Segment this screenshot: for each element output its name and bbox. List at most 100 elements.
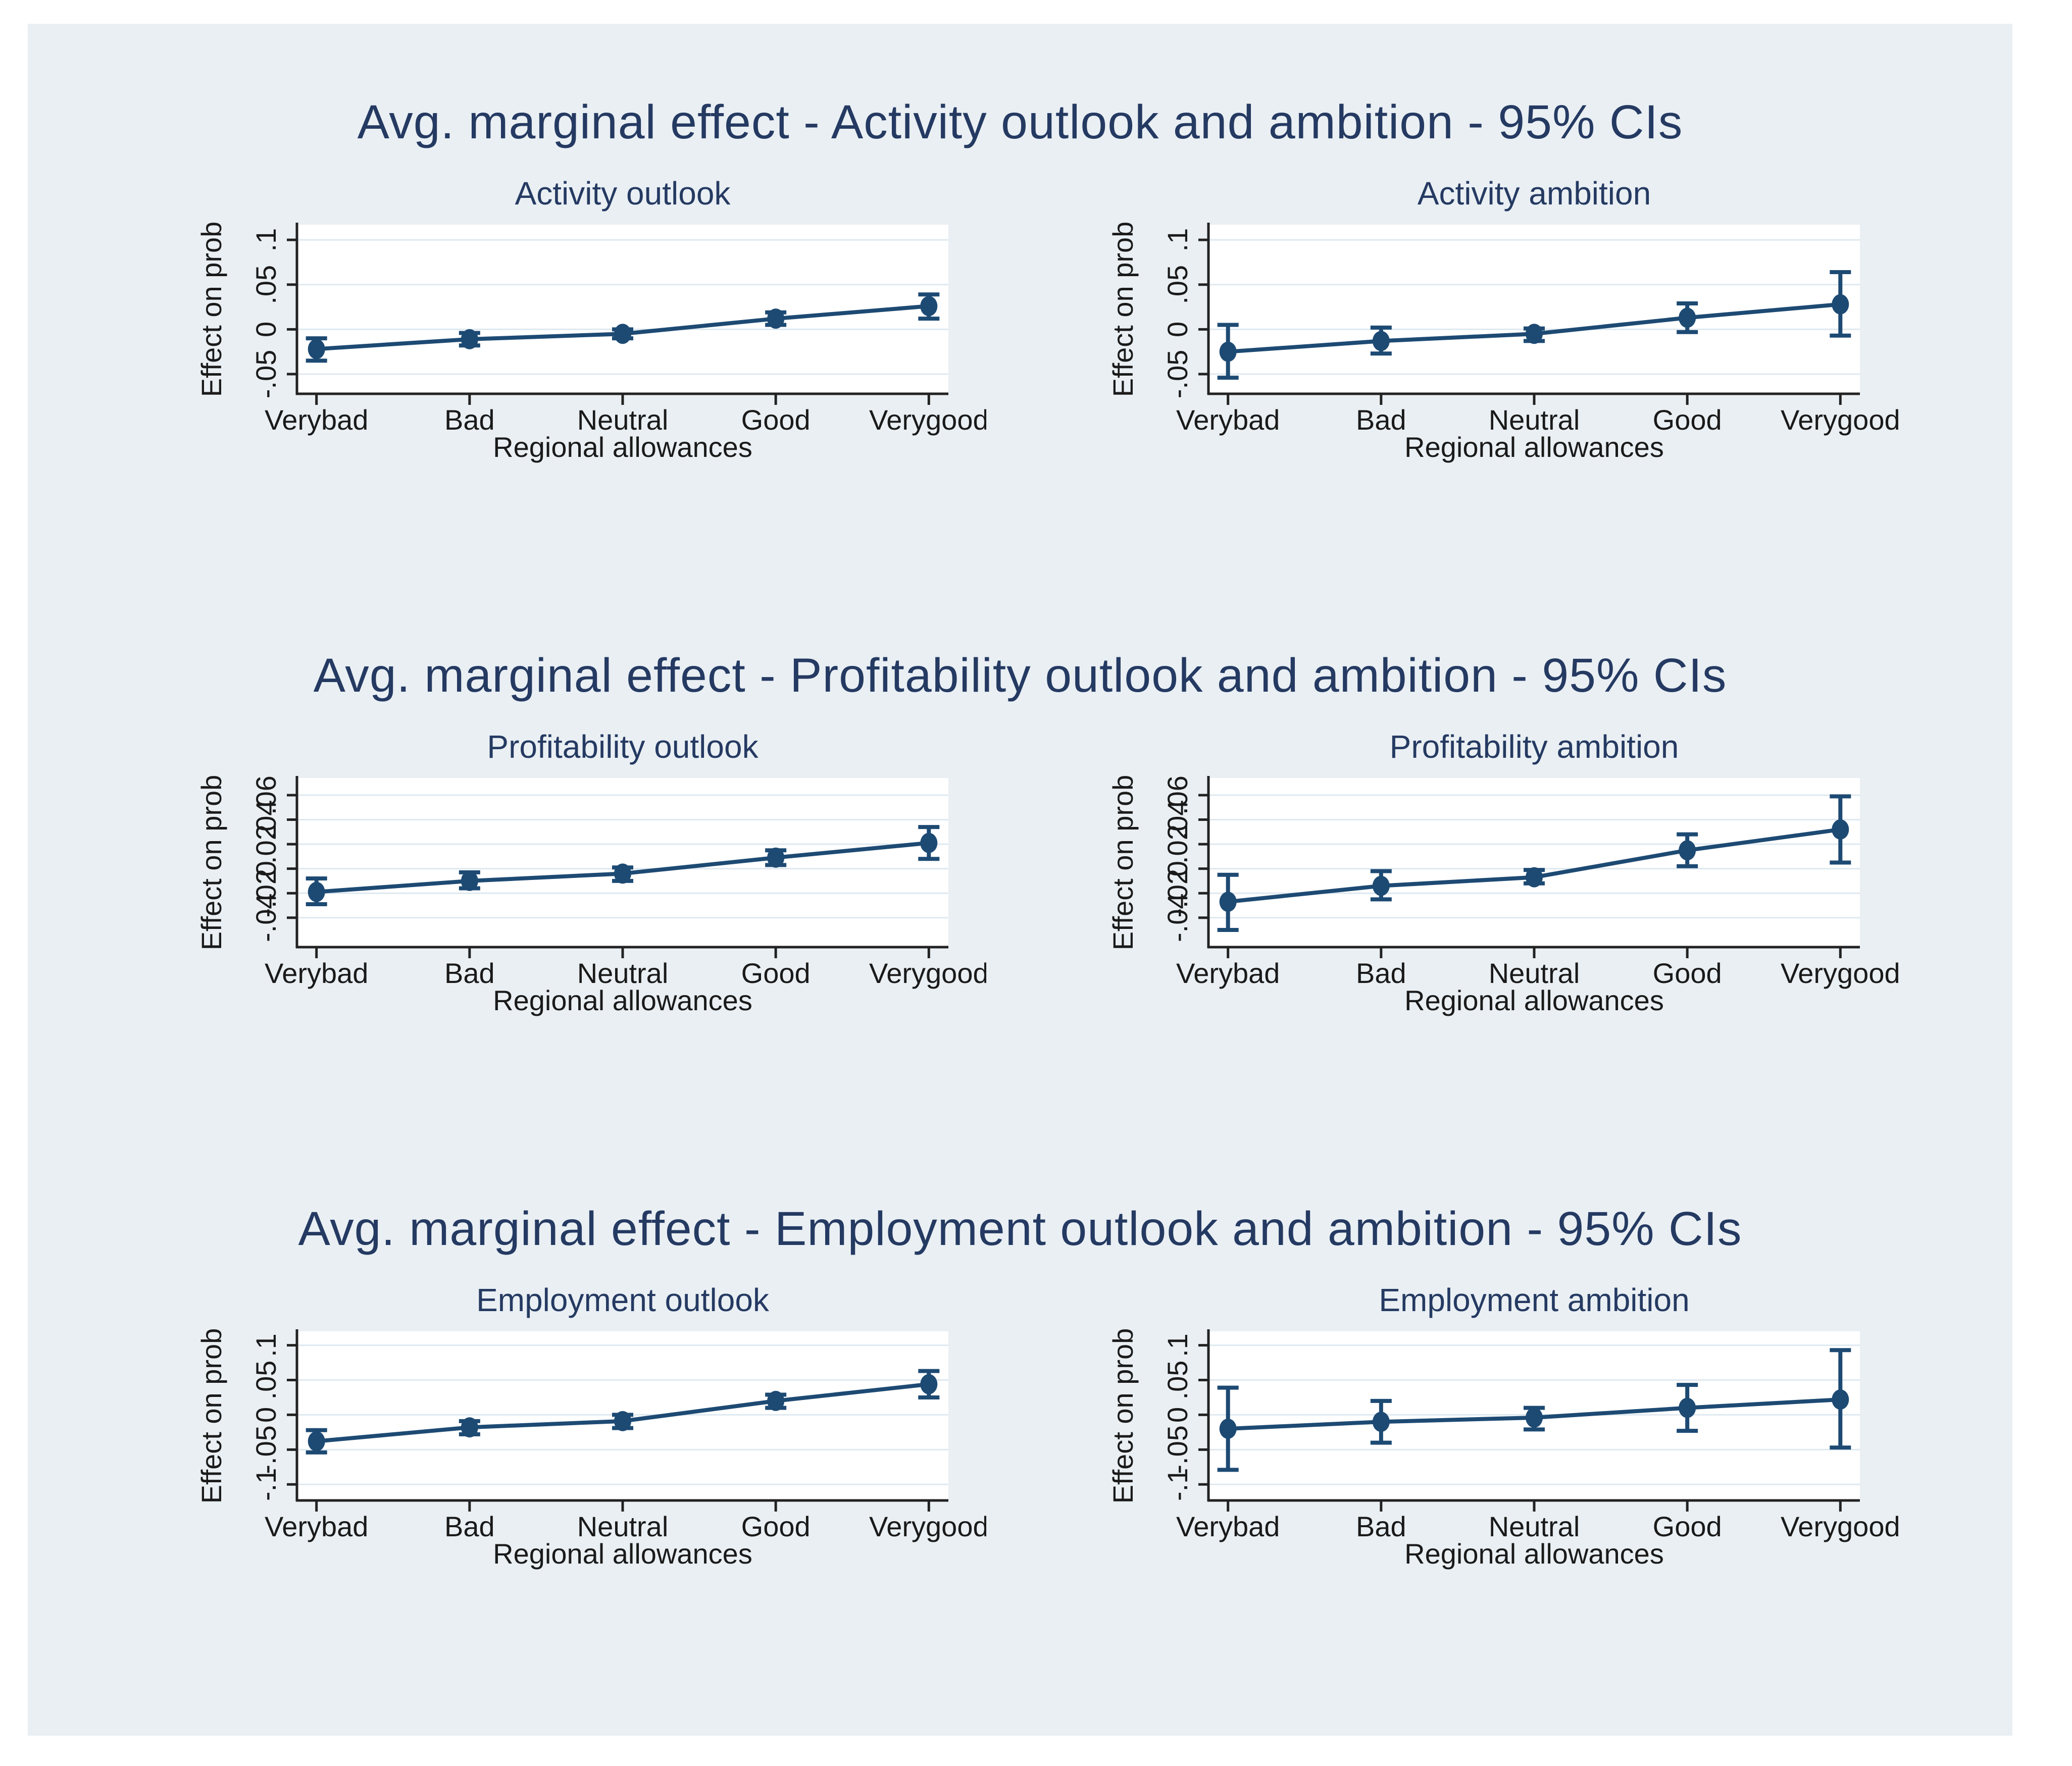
x-category-label: Verybad (264, 1511, 368, 1542)
data-point (614, 863, 631, 884)
data-point (614, 1411, 631, 1431)
data-point (767, 308, 784, 329)
data-point (1372, 1412, 1390, 1432)
y-tick-label: .06 (250, 775, 282, 815)
x-category-label: Verygood (869, 404, 986, 436)
x-category-label: Verygood (1780, 1511, 1900, 1542)
y-tick-label: -.05 (250, 1425, 282, 1474)
y-tick-label: -.04 (250, 893, 282, 942)
data-point (1831, 1389, 1849, 1410)
x-axis-title: Regional allowances (493, 431, 752, 463)
chart-activity-ambition: -.05 0 .05 .1 Verybad Bad Neutral Good Verygood E… (1107, 175, 1900, 463)
data-point (1372, 331, 1390, 351)
y-tick-label: .05 (250, 265, 282, 304)
x-category-label: Verybad (1176, 1511, 1280, 1542)
data-point (308, 1431, 325, 1451)
section-title: Avg. marginal effect - Profitability out… (313, 649, 1727, 702)
y-tick-label: .06 (1161, 775, 1193, 815)
x-axis-title: Regional allowances (1404, 431, 1664, 463)
x-category-label: Bad (1356, 404, 1406, 436)
y-tick-label: .04 (1161, 800, 1193, 840)
data-point (767, 1390, 784, 1411)
y-tick-label: -.1 (250, 1468, 282, 1501)
y-axis-title: Effect on prob (195, 222, 227, 397)
x-category-label: Verybad (1176, 957, 1280, 989)
data-point (1525, 1407, 1543, 1428)
y-tick-label: .05 (1161, 265, 1193, 304)
subplot-title: Employment outlook (476, 1282, 770, 1318)
chart-activity-outlook: -.05 0 .05 .1 Verybad Bad Neutral Good Verygood E… (195, 175, 986, 463)
y-axis-title: Effect on prob (195, 1328, 227, 1504)
y-tick-label: .02 (1161, 824, 1193, 864)
y-tick-label: 0 (1161, 861, 1193, 876)
y-tick-label: .1 (250, 228, 282, 252)
charts-row: -.04 -.02 0.02.04.06 Verybad Bad Neutral Good V… (28, 721, 2012, 1034)
data-point (308, 339, 325, 359)
y-tick-label: 0 (250, 1407, 282, 1423)
y-tick-label: .1 (250, 1333, 282, 1357)
x-axis-title: Regional allowances (1404, 1538, 1664, 1570)
y-axis-title: Effect on prob (195, 775, 227, 951)
x-category-label: Neutral (1488, 1511, 1580, 1542)
data-point (1525, 867, 1543, 888)
data-point (1525, 324, 1543, 344)
data-point (308, 881, 325, 902)
x-category-label: Neutral (577, 1511, 668, 1542)
data-point (1678, 840, 1696, 861)
data-point (1219, 1419, 1237, 1439)
x-axis-title: Regional allowances (1404, 984, 1664, 1016)
y-tick-label: -.1 (1161, 1468, 1193, 1501)
y-tick-label: .1 (1161, 1333, 1193, 1357)
y-tick-label: -.02 (250, 869, 282, 918)
x-category-label: Good (1652, 404, 1722, 436)
chart-employment-outlook: -.1-.05 0 .05 .1 Verybad Bad Neutral Good Verygo… (195, 1282, 986, 1570)
section-employment: Avg. marginal effect - Employment outloo… (28, 1034, 2012, 1588)
data-point (767, 847, 784, 868)
data-point (1831, 294, 1849, 315)
data-point (461, 870, 478, 891)
y-tick-label: -.04 (1161, 893, 1193, 942)
y-tick-label: 0 (1161, 322, 1193, 337)
y-axis-title: Effect on prob (1107, 1328, 1139, 1504)
x-category-label: Neutral (577, 957, 668, 989)
x-category-label: Good (1652, 1511, 1722, 1542)
x-category-label: Neutral (1488, 957, 1580, 989)
data-point (920, 833, 937, 853)
data-point (1831, 819, 1849, 840)
y-tick-label: .1 (1161, 228, 1193, 252)
x-category-label: Good (741, 1511, 810, 1542)
figure-panel: Avg. marginal effect - Activity outlook … (28, 24, 2012, 1736)
x-category-label: Good (741, 957, 810, 989)
y-tick-label: 0 (1161, 1407, 1193, 1423)
x-category-label: Verybad (264, 404, 368, 436)
subplot-title: Activity ambition (1417, 175, 1650, 212)
subplot-title: Activity outlook (515, 175, 731, 212)
y-axis-title: Effect on prob (1107, 775, 1139, 951)
data-point (1219, 892, 1237, 912)
chart-profitability-ambition: -.04-.020.02.04.06 Verybad Bad Neutral Good V… (1107, 729, 1900, 1016)
y-tick-label: .05 (1161, 1361, 1193, 1400)
subplot-title: Profitability outlook (487, 729, 759, 765)
x-category-label: Neutral (577, 404, 668, 436)
subplot-title: Profitability ambition (1389, 729, 1679, 765)
data-point (1219, 341, 1237, 362)
x-category-label: Bad (444, 404, 495, 436)
data-point (614, 324, 631, 344)
data-point (461, 1417, 478, 1438)
y-tick-label: .04 (250, 800, 282, 840)
x-category-label: Verybad (1176, 404, 1280, 436)
x-category-label: Verybad (264, 957, 368, 989)
x-category-label: Bad (1356, 1511, 1406, 1542)
y-tick-label: -.05 (1161, 1425, 1193, 1474)
x-category-label: Bad (444, 1511, 495, 1542)
x-axis-title: Regional allowances (493, 1538, 752, 1570)
charts-row: -.05 0 .05 .1 Verybad Bad Neutral Good Verygood E… (28, 168, 2012, 481)
y-tick-label: .02 (250, 824, 282, 864)
x-category-label: Good (741, 404, 810, 436)
y-tick-label: 0 (250, 322, 282, 337)
data-point (1678, 307, 1696, 328)
chart-employment-ambition: -.1-.05 0 .05 .1 Verybad Bad Neutral Good Verygo… (1107, 1282, 1900, 1570)
x-category-label: Neutral (1488, 404, 1580, 436)
data-point (920, 1374, 937, 1394)
charts-row: -.1 -.05 0.05.1 Verybad Bad Neutral Good Verygo… (28, 1275, 2012, 1588)
